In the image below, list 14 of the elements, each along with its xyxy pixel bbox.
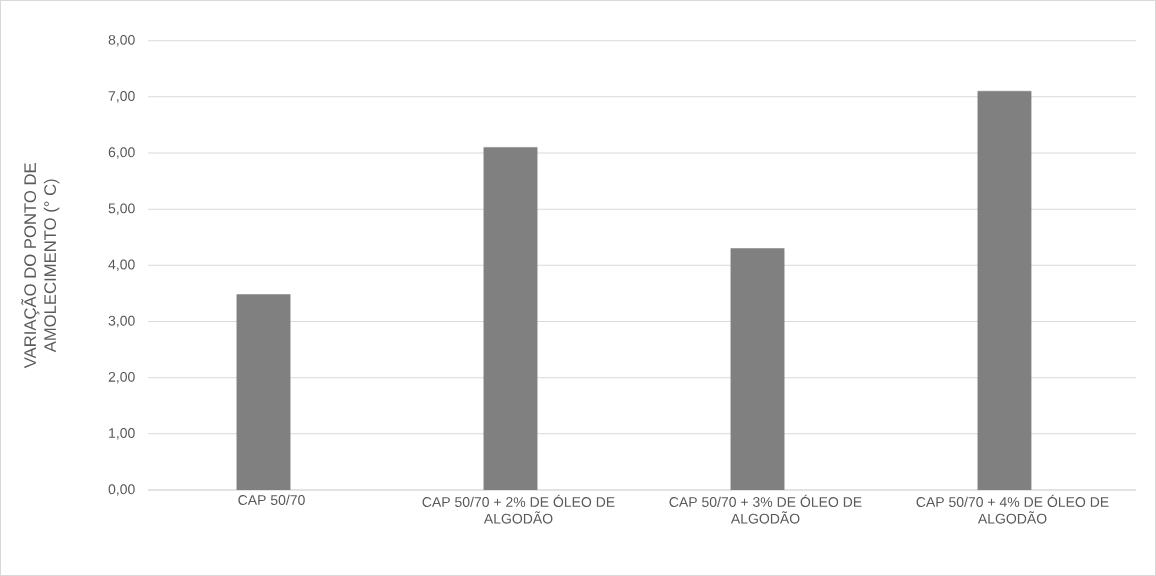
y-axis-title: VARIAÇÃO DO PONTO DE AMOLECIMENTO (° C)	[21, 163, 60, 369]
y-tick-label: 2,00	[108, 371, 135, 384]
y-tick-label: 5,00	[108, 203, 135, 215]
y-tick-label: 6,00	[108, 147, 135, 159]
y-tick-label: 4,00	[108, 259, 135, 272]
x-tick-label: CAP 50/70 + 3% DE ÓLEO DE ALGODÃO	[669, 494, 862, 524]
y-tick-label: 7,00	[108, 91, 135, 103]
y-tick-label: 1,00	[109, 428, 135, 440]
y-tick-label: 3,00	[108, 315, 135, 328]
x-tick-label: CAP 50/70 + 2% DE ÓLEO DE ALGODÃO	[422, 494, 615, 524]
x-tick-label: CAP 50/70	[238, 494, 305, 505]
y-tick-label: 0,00	[108, 484, 135, 496]
y-tick-label: 8,00	[108, 34, 135, 47]
x-tick-label: CAP 50/70 + 4% DE ÓLEO DE ALGODÃO	[916, 494, 1109, 524]
